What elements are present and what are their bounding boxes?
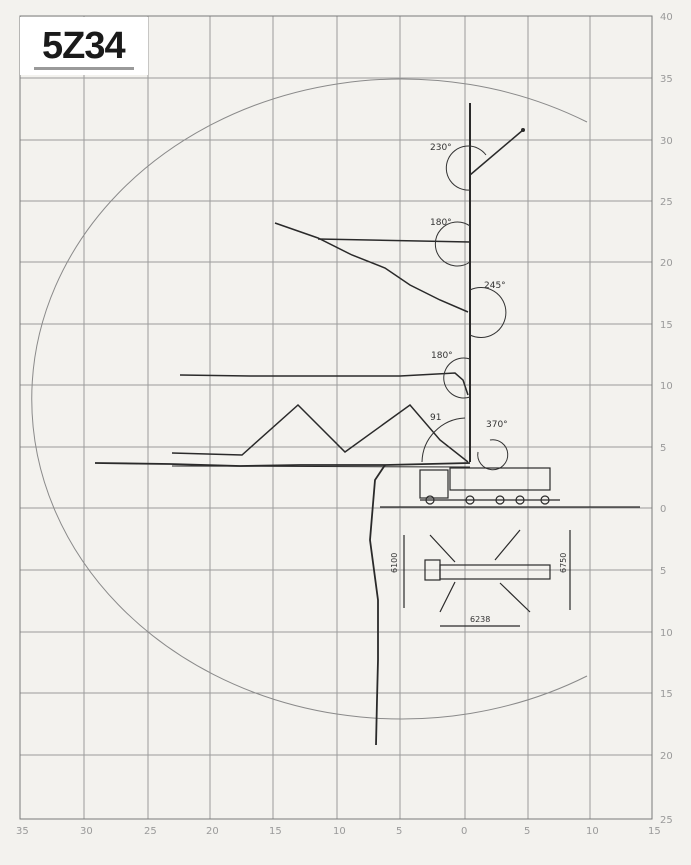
- x-tick-label: 15: [269, 826, 282, 837]
- grid: [19, 15, 653, 820]
- x-tick-label: 30: [80, 826, 93, 837]
- x-tick-label: 10: [333, 826, 346, 837]
- boom-position-down: [369, 464, 386, 746]
- y-tick-label: 0: [660, 504, 666, 515]
- y-tick-label: 25: [660, 815, 673, 826]
- y-tick-label: 10: [660, 628, 673, 639]
- x-tick-label: 25: [144, 826, 157, 837]
- angle-arc-180-mid: [443, 357, 471, 399]
- y-tick-label: 40: [660, 12, 673, 23]
- title-box: 5Z34: [20, 17, 148, 75]
- boom-lower-horizontal: [171, 465, 471, 468]
- y-tick-label: 20: [660, 751, 673, 762]
- angle-label-230: 230°: [430, 143, 452, 153]
- angle-label-91: 91: [430, 413, 441, 423]
- plan-view: [403, 529, 571, 627]
- dimension-6238: 6238: [470, 615, 490, 624]
- x-tick-label: 5: [396, 826, 402, 837]
- dimension-6100: 6100: [390, 553, 399, 573]
- x-tick-label: 15: [648, 826, 661, 837]
- x-axis-ticks: 35 30 25 20 15 10 5 0 5 10 15: [16, 826, 661, 837]
- boom-position-180-mid: [179, 372, 469, 396]
- x-tick-label: 20: [206, 826, 219, 837]
- y-tick-label: 20: [660, 258, 673, 269]
- page-title: 5Z34: [42, 25, 126, 67]
- diagram-frame: [19, 15, 653, 820]
- truck-side-view: [380, 467, 640, 508]
- angle-arc-245: [469, 287, 507, 338]
- reach-envelope: [31, 78, 588, 720]
- x-tick-label: 10: [586, 826, 599, 837]
- boom-position-zigzag: [171, 403, 469, 463]
- angle-label-245: 245°: [484, 281, 506, 291]
- y-tick-label: 5: [660, 566, 666, 577]
- boom-position-180-upper: [274, 222, 469, 313]
- boom-joint: [521, 128, 525, 132]
- angle-label-180-mid: 180°: [431, 351, 453, 361]
- angle-arc-180-upper: [434, 221, 471, 267]
- y-tick-label: 25: [660, 197, 673, 208]
- angle-label-180-upper: 180°: [430, 218, 452, 228]
- x-tick-label: 5: [524, 826, 530, 837]
- title-underline: [34, 67, 134, 70]
- x-tick-label: 35: [16, 826, 29, 837]
- angle-arc-230: [445, 145, 487, 191]
- y-tick-label: 15: [660, 689, 673, 700]
- y-tick-label: 5: [660, 443, 666, 454]
- boom-horizontal-upper: [317, 238, 471, 243]
- angle-label-370: 370°: [486, 420, 508, 430]
- y-tick-label: 30: [660, 136, 673, 147]
- y-tick-label: 15: [660, 320, 673, 331]
- dimension-6750: 6750: [559, 553, 568, 573]
- y-axis-ticks: 40 35 30 25 20 15 10 5 0 5 10 15 20 25: [660, 12, 673, 826]
- y-tick-label: 35: [660, 74, 673, 85]
- x-tick-label: 0: [461, 826, 467, 837]
- boom-position-horizontal: [94, 462, 471, 467]
- angle-arc-91: [421, 417, 466, 463]
- boom-position-230: [469, 129, 524, 176]
- y-tick-label: 10: [660, 381, 673, 392]
- angle-arc-370: [477, 439, 509, 471]
